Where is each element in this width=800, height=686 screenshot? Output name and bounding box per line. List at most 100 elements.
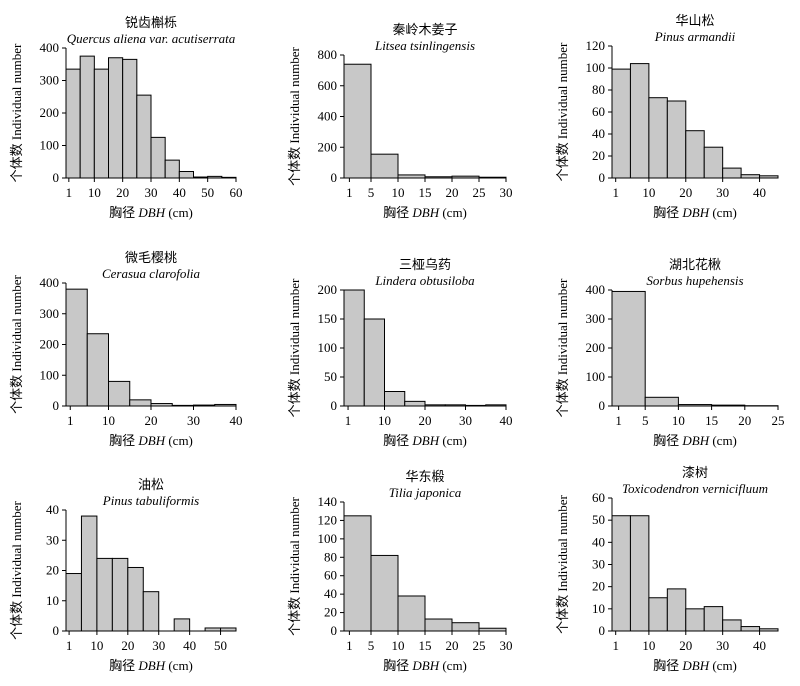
x-tick-label: 15 <box>705 413 718 428</box>
histogram-bar <box>80 515 98 632</box>
y-tick-label: 30 <box>46 532 59 547</box>
x-tick-label: 1 <box>67 413 74 428</box>
x-tick-label: 1 <box>345 413 352 428</box>
histogram-bar <box>173 618 191 632</box>
histogram-bar <box>343 63 372 179</box>
x-tick-label: 1 <box>66 638 73 653</box>
y-tick-label: 300 <box>586 311 606 326</box>
histogram-bar <box>122 58 138 179</box>
chart-title-latin: Quercus aliena var. acutiserrata <box>67 31 236 46</box>
x-tick-label: 20 <box>679 638 692 653</box>
y-tick-label: 30 <box>592 557 605 572</box>
x-tick-label: 1 <box>612 638 619 653</box>
y-tick-label: 0 <box>599 170 606 185</box>
y-tick-label: 600 <box>318 78 338 93</box>
x-tick-label: 5 <box>368 638 375 653</box>
y-tick-label: 40 <box>592 534 605 549</box>
y-tick-label: 20 <box>592 579 605 594</box>
histogram-bar <box>722 167 742 179</box>
chart-title-cn: 三桠乌药 <box>399 257 451 272</box>
histogram-bar <box>164 159 180 179</box>
x-tick-label: 25 <box>772 413 785 428</box>
histogram-bar <box>722 619 742 632</box>
y-tick-label: 0 <box>53 170 60 185</box>
histogram-bar <box>178 171 194 179</box>
y-tick-label: 0 <box>599 623 606 638</box>
x-tick-label: 50 <box>214 638 227 653</box>
chart-title-latin: Tilia japonica <box>389 485 462 500</box>
chart-title-latin: Litsea tsinlingensis <box>374 38 475 53</box>
x-tick-label: 30 <box>145 185 158 200</box>
x-axis-label: 胸径 DBH (cm) <box>383 658 467 673</box>
x-tick-label: 1 <box>612 185 619 200</box>
x-tick-label: 30 <box>500 638 513 653</box>
x-tick-label: 20 <box>145 413 158 428</box>
x-tick-label: 1 <box>66 185 73 200</box>
y-tick-label: 300 <box>40 306 60 321</box>
x-axis-label: 胸径 DBH (cm) <box>109 658 193 673</box>
y-tick-label: 200 <box>40 337 60 352</box>
histogram-bar <box>397 595 426 632</box>
histogram-bar <box>108 57 124 179</box>
y-tick-label: 60 <box>324 568 337 583</box>
histogram-bar <box>108 380 131 407</box>
y-axis-label: 个体数 Individual number <box>9 501 24 640</box>
y-tick-label: 100 <box>318 340 338 355</box>
y-tick-label: 80 <box>324 549 337 564</box>
x-tick-label: 40 <box>753 638 766 653</box>
histogram-bar <box>111 557 129 632</box>
y-tick-label: 40 <box>592 126 605 141</box>
x-tick-label: 10 <box>642 638 655 653</box>
x-tick-label: 10 <box>88 185 101 200</box>
x-axis-label: 胸径 DBH (cm) <box>383 433 467 448</box>
y-tick-label: 50 <box>324 369 337 384</box>
chart-title-cn: 秦岭木姜子 <box>392 22 457 37</box>
x-axis-label: 胸径 DBH (cm) <box>383 205 467 220</box>
x-tick-label: 30 <box>152 638 165 653</box>
x-tick-label: 10 <box>378 413 391 428</box>
histogram-bar <box>644 396 679 407</box>
y-tick-label: 20 <box>324 605 337 620</box>
y-tick-label: 800 <box>318 47 338 62</box>
x-tick-label: 30 <box>500 185 513 200</box>
y-tick-label: 200 <box>40 105 60 120</box>
y-tick-label: 200 <box>318 282 338 297</box>
x-axis-label: 胸径 DBH (cm) <box>653 658 737 673</box>
x-tick-label: 5 <box>642 413 649 428</box>
x-axis-label: 胸径 DBH (cm) <box>109 433 193 448</box>
histogram-bar <box>629 63 650 179</box>
chart-title-latin: Cerasua clarofolia <box>102 266 201 281</box>
histogram-bar <box>629 515 650 632</box>
y-tick-label: 40 <box>324 586 337 601</box>
y-tick-label: 400 <box>40 275 60 290</box>
y-tick-label: 150 <box>318 311 338 326</box>
y-tick-label: 10 <box>592 601 605 616</box>
x-tick-label: 40 <box>500 413 513 428</box>
x-tick-label: 40 <box>183 638 196 653</box>
histogram-bar <box>150 136 166 179</box>
x-axis-label: 胸径 DBH (cm) <box>653 205 737 220</box>
y-axis-label: 个体数 Individual number <box>9 275 24 414</box>
chart-title-cn: 微毛樱桃 <box>125 250 177 265</box>
x-tick-label: 1 <box>346 638 353 653</box>
chart-title-cn: 华山松 <box>675 13 714 28</box>
y-tick-label: 100 <box>40 367 60 382</box>
chart-title-cn: 油松 <box>138 477 164 492</box>
y-tick-label: 200 <box>586 340 606 355</box>
y-tick-label: 20 <box>592 148 605 163</box>
y-tick-label: 100 <box>318 531 338 546</box>
histogram-bar <box>424 618 453 632</box>
chart-title-latin: Toxicodendron vernicifluum <box>622 481 768 496</box>
y-axis-label: 个体数 Individual number <box>555 495 570 634</box>
histogram-bar <box>451 622 480 632</box>
histogram-bar <box>404 400 426 407</box>
histogram-bar <box>666 100 687 179</box>
x-tick-label: 10 <box>392 185 405 200</box>
histogram-bar <box>370 554 399 632</box>
histogram-bar <box>685 608 705 632</box>
